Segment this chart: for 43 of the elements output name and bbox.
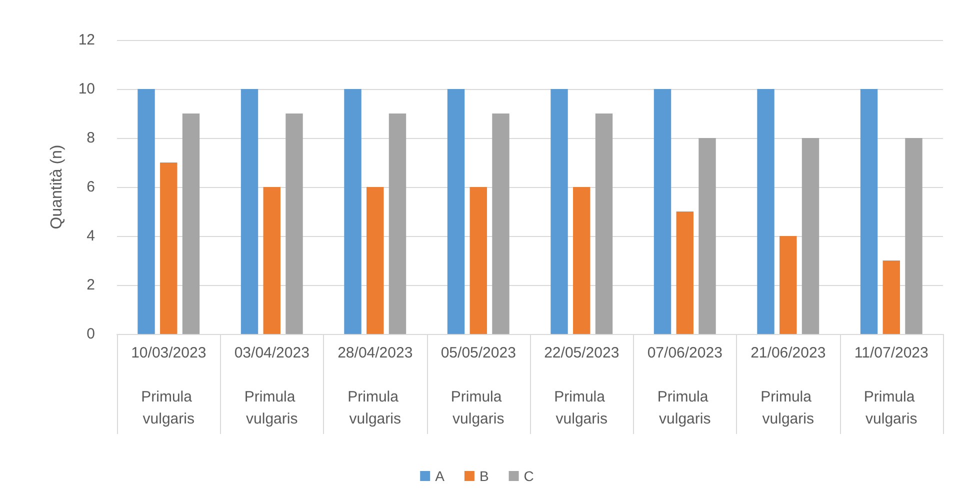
y-tick-label: 6 — [86, 178, 95, 196]
bar — [240, 89, 258, 334]
bar — [160, 162, 178, 334]
bar — [550, 89, 568, 334]
bar — [757, 89, 774, 334]
bar — [802, 138, 820, 334]
bar — [676, 212, 694, 334]
category-label: 03/04/2023 Primula vulgaris — [234, 344, 310, 428]
bar — [366, 187, 384, 334]
bar — [882, 260, 900, 334]
bar — [698, 138, 716, 334]
bar — [182, 114, 200, 334]
y-tick-label: 10 — [78, 80, 95, 98]
bar — [138, 89, 155, 334]
legend-label: C — [524, 468, 534, 484]
y-tick-label: 2 — [86, 276, 95, 294]
bar — [286, 114, 303, 334]
y-tick-label: 8 — [86, 130, 95, 146]
category-label: 10/03/2023 Primula vulgaris — [131, 344, 206, 428]
bar — [263, 187, 280, 334]
category-label: 07/06/2023 Primula vulgaris — [647, 344, 722, 428]
y-tick-label: 4 — [86, 228, 95, 244]
bar — [447, 89, 465, 334]
legend-label: A — [435, 468, 446, 484]
y-tick-label: 0 — [86, 326, 95, 342]
bar — [905, 138, 922, 334]
bar — [388, 114, 406, 334]
legend-label: B — [479, 468, 489, 484]
bar — [780, 236, 797, 334]
bar — [470, 187, 487, 334]
bar — [573, 187, 590, 334]
category-label: 22/05/2023 Primula vulgaris — [544, 344, 620, 428]
bar — [492, 114, 510, 334]
bar — [654, 89, 672, 334]
bar — [344, 89, 362, 334]
y-axis-title: Quantità (n) — [48, 144, 66, 230]
bar — [860, 89, 878, 334]
category-label: 21/06/2023 Primula vulgaris — [750, 344, 826, 428]
y-tick-label: 12 — [78, 32, 95, 48]
category-label: 28/04/2023 Primula vulgaris — [338, 344, 413, 428]
category-label: 11/07/2023 Primula vulgaris — [854, 344, 928, 428]
bar — [595, 114, 613, 334]
category-label: 05/05/2023 Primula vulgaris — [440, 344, 516, 428]
